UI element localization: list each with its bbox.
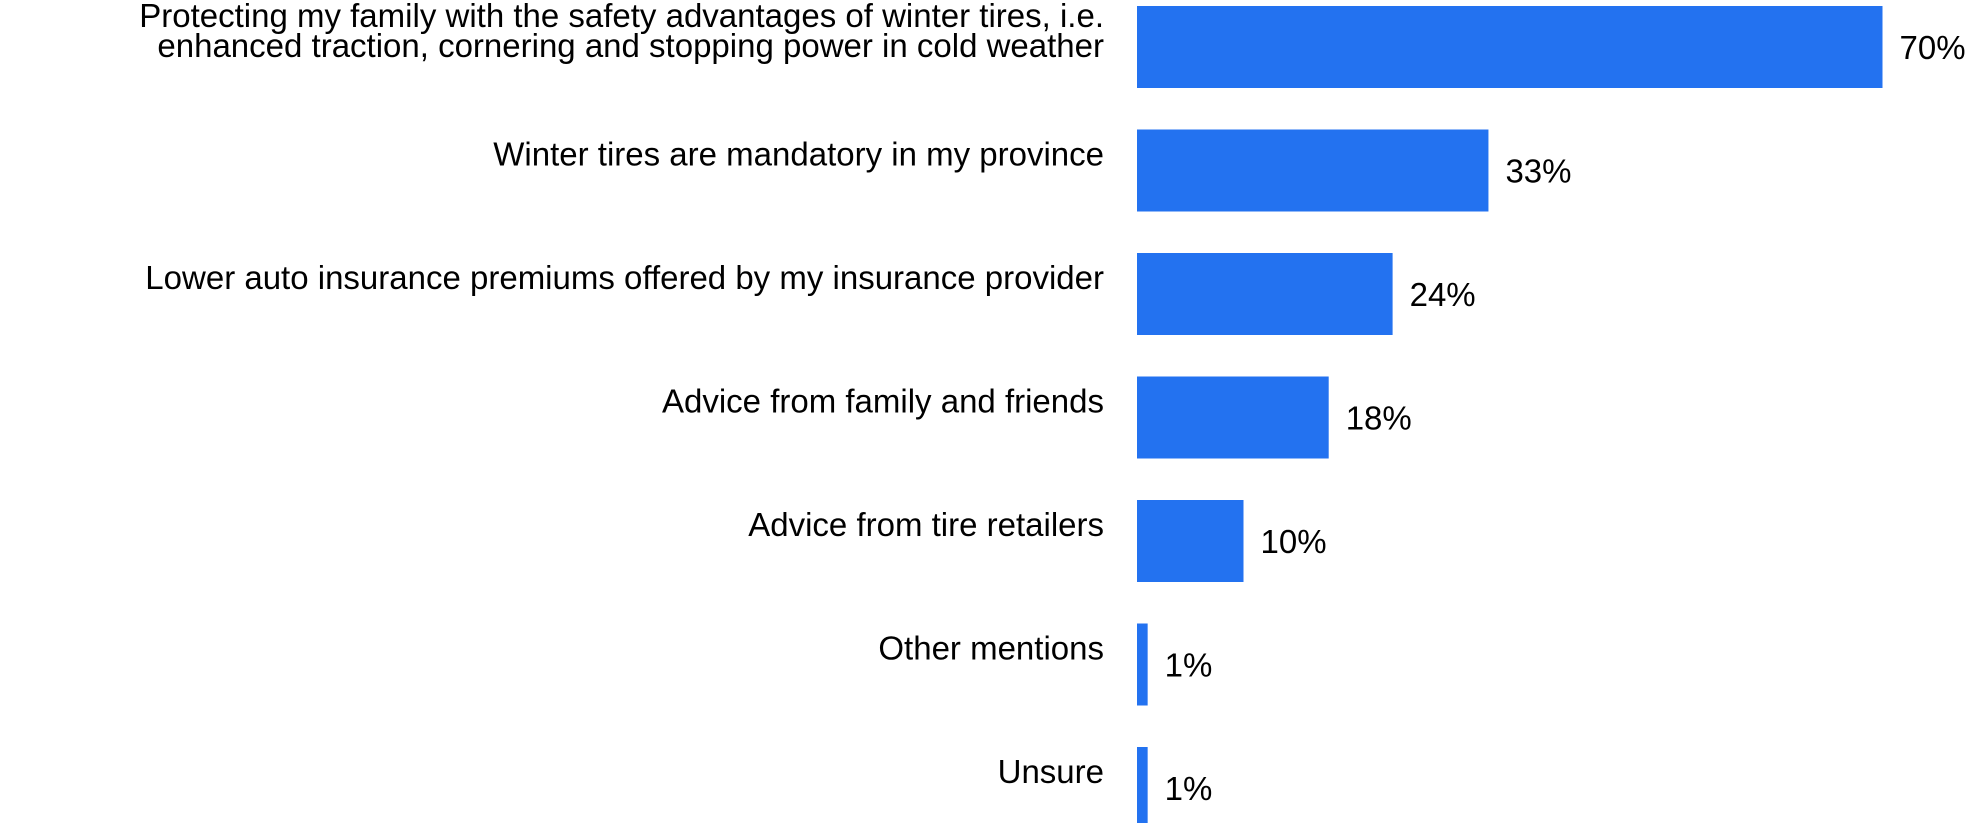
bar-4 [1137, 500, 1244, 582]
category-label-4: Advice from tire retailers [748, 506, 1104, 543]
value-label-0: 70% [1900, 29, 1966, 66]
value-labels-group: 70% 33% 24% 18% 10% 1% 1% [1165, 29, 1966, 807]
bar-0 [1137, 6, 1883, 88]
category-labels-group: Protecting my family with the safety adv… [139, 0, 1104, 790]
value-label-5: 1% [1165, 647, 1213, 684]
category-label-5: Other mentions [878, 630, 1104, 667]
value-label-2: 24% [1410, 276, 1476, 313]
category-label-line: Lower auto insurance premiums offered by… [145, 259, 1104, 296]
bars-group [1137, 6, 1883, 823]
bar-2 [1137, 253, 1393, 335]
category-label-2: Lower auto insurance premiums offered by… [145, 259, 1104, 296]
category-label-1: Winter tires are mandatory in my provinc… [493, 136, 1104, 173]
category-label-line: Advice from tire retailers [748, 506, 1104, 543]
value-label-1: 33% [1505, 153, 1571, 190]
category-label-6: Unsure [998, 753, 1104, 790]
category-label-line: Protecting my family with the safety adv… [139, 0, 1104, 34]
category-label-line: Winter tires are mandatory in my provinc… [493, 136, 1104, 173]
bar-6 [1137, 747, 1148, 823]
category-label-line: Unsure [998, 753, 1104, 790]
category-label-3: Advice from family and friends [662, 383, 1104, 420]
value-label-4: 10% [1261, 523, 1327, 560]
bar-3 [1137, 376, 1329, 459]
bar-1 [1137, 129, 1489, 212]
category-label-line: Other mentions [878, 630, 1104, 667]
category-label-line: enhanced traction, cornering and stoppin… [157, 27, 1104, 64]
value-label-3: 18% [1346, 400, 1412, 437]
category-label-line: Advice from family and friends [662, 383, 1104, 420]
bar-5 [1137, 623, 1148, 706]
value-label-6: 1% [1165, 770, 1213, 807]
category-label-0: Protecting my family with the safety adv… [139, 0, 1104, 64]
